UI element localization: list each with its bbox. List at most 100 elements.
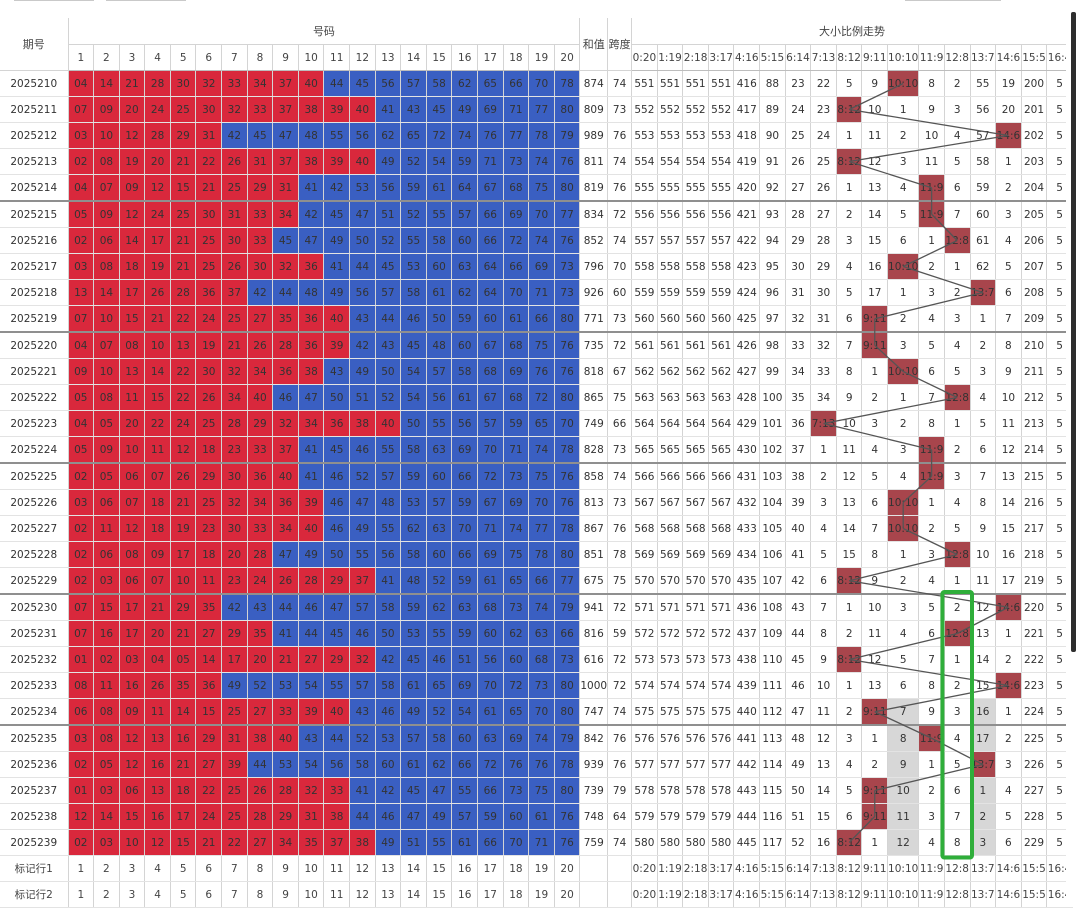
marker-ratio-cell[interactable]: 1:19	[657, 881, 684, 908]
marker-number-cell[interactable]: 5	[170, 881, 197, 908]
ratio-column-header: 11:9	[918, 44, 945, 71]
trend-cell: 433	[733, 515, 761, 542]
marker-ratio-cell[interactable]: 14:6	[995, 881, 1022, 908]
toolbar-button-2[interactable]	[106, 0, 186, 1]
marker-number-cell[interactable]: 1	[68, 881, 95, 908]
marker-number-cell[interactable]: 15	[426, 855, 453, 882]
marker-number-cell[interactable]: 14	[400, 855, 427, 882]
marker-number-cell[interactable]: 18	[503, 881, 530, 908]
marker-ratio-cell[interactable]: 13:7	[970, 855, 997, 882]
marker-ratio-cell[interactable]: 9:11	[861, 855, 889, 882]
marker-ratio-cell[interactable]: 0:20	[631, 881, 658, 908]
marker-ratio-cell[interactable]: 3:17	[708, 855, 735, 882]
toolbar-button-1[interactable]	[14, 0, 94, 1]
drawn-number-ball: 36	[323, 410, 351, 437]
marker-ratio-cell[interactable]: 4:16	[733, 881, 761, 908]
marker-number-cell[interactable]: 15	[426, 881, 453, 908]
marker-number-cell[interactable]: 6	[195, 881, 223, 908]
trend-cell: 3	[918, 279, 945, 306]
marker-ratio-cell[interactable]: 0:20	[631, 855, 658, 882]
marker-number-cell[interactable]: 1	[68, 855, 95, 882]
marker-number-cell[interactable]: 11	[323, 881, 351, 908]
marker-ratio-cell[interactable]: 12:8	[944, 855, 971, 882]
marker-ratio-cell[interactable]: 8:12	[836, 855, 863, 882]
marker-number-cell[interactable]: 2	[93, 855, 120, 882]
marker-ratio-cell[interactable]: 5:15	[759, 881, 786, 908]
marker-number-cell[interactable]: 13	[375, 855, 402, 882]
marker-ratio-cell[interactable]: 10:10	[887, 855, 920, 882]
marker-number-cell[interactable]: 3	[119, 855, 146, 882]
marker-ratio-cell[interactable]: 9:11	[861, 881, 889, 908]
drawn-number-ball: 21	[170, 751, 197, 778]
marker-ratio-cell[interactable]: 7:13	[810, 881, 837, 908]
marker-ratio-cell[interactable]: 15:5	[1021, 855, 1048, 882]
marker-ratio-cell[interactable]: 11:9	[918, 881, 945, 908]
scrollbar-thumb[interactable]	[1071, 12, 1076, 652]
marker-ratio-cell[interactable]: 8:12	[836, 881, 863, 908]
marker-number-cell[interactable]: 11	[323, 855, 351, 882]
marker-ratio-cell[interactable]: 3:17	[708, 881, 735, 908]
trend-cell: 3	[944, 698, 971, 726]
marker-number-cell[interactable]: 19	[528, 881, 555, 908]
marker-number-cell[interactable]: 8	[247, 881, 274, 908]
marker-number-cell[interactable]: 19	[528, 855, 555, 882]
marker-number-cell[interactable]: 20	[554, 881, 581, 908]
marker-number-cell[interactable]: 16	[451, 881, 478, 908]
marker-number-cell[interactable]: 9	[272, 855, 299, 882]
marker-number-cell[interactable]: 20	[554, 855, 581, 882]
marker-ratio-cell[interactable]: 13:7	[970, 881, 997, 908]
marker-number-cell[interactable]: 6	[195, 855, 223, 882]
trend-cell: 440	[733, 698, 761, 726]
marker-ratio-cell[interactable]: 6:14	[785, 881, 812, 908]
marker-number-cell[interactable]: 2	[93, 881, 120, 908]
marker-ratio-cell[interactable]: 10:10	[887, 881, 920, 908]
marker-number-cell[interactable]: 17	[477, 855, 504, 882]
marker-ratio-cell[interactable]: 15:5	[1021, 881, 1048, 908]
marker-number-cell[interactable]: 7	[221, 855, 248, 882]
trend-cell: 2	[887, 122, 920, 149]
drawn-number-ball: 06	[119, 567, 146, 595]
marker-number-cell[interactable]: 13	[375, 881, 402, 908]
marker-number-cell[interactable]: 17	[477, 881, 504, 908]
marker-ratio-cell[interactable]: 5:15	[759, 855, 786, 882]
drawn-number-ball: 14	[93, 279, 120, 306]
marker-ratio-cell[interactable]: 1:19	[657, 855, 684, 882]
marker-number-cell[interactable]: 14	[400, 881, 427, 908]
marker-number-cell[interactable]: 8	[247, 855, 274, 882]
marker-ratio-cell[interactable]: 2:18	[682, 881, 709, 908]
column-header-trend: 大小比例走势	[631, 18, 1073, 45]
marker-ratio-cell[interactable]: 2:18	[682, 855, 709, 882]
marker-ratio-cell[interactable]: 7:13	[810, 855, 837, 882]
marker-number-cell[interactable]: 9	[272, 881, 299, 908]
marker-number-cell[interactable]: 4	[144, 881, 171, 908]
marker-number-cell[interactable]: 18	[503, 855, 530, 882]
drawn-number-ball: 72	[503, 672, 530, 699]
marker-ratio-cell[interactable]: 6:14	[785, 855, 812, 882]
marker-number-cell[interactable]: 12	[349, 855, 376, 882]
trend-cell: 2	[918, 515, 945, 542]
marker-ratio-cell[interactable]: 14:6	[995, 855, 1022, 882]
marker-number-cell[interactable]: 7	[221, 881, 248, 908]
marker-number-cell[interactable]: 12	[349, 881, 376, 908]
drawn-number-ball: 12	[170, 436, 197, 464]
drawn-number-ball: 02	[68, 227, 95, 254]
drawn-number-ball: 47	[426, 777, 453, 804]
drawn-number-ball: 28	[144, 70, 171, 97]
trend-cell: 1	[887, 279, 920, 306]
marker-number-cell[interactable]: 5	[170, 855, 197, 882]
sum-cell: 939	[579, 751, 609, 778]
marker-number-cell[interactable]: 10	[298, 855, 325, 882]
trend-cell: 13	[810, 751, 837, 778]
marker-number-cell[interactable]: 10	[298, 881, 325, 908]
marker-ratio-cell[interactable]: 4:16	[733, 855, 761, 882]
table-row: 2025236 02 05 12 16 21 27 39 44 53 54 56 58 60 61 62 66 7…	[0, 751, 1073, 778]
marker-number-cell[interactable]: 4	[144, 855, 171, 882]
marker-ratio-cell[interactable]: 12:8	[944, 881, 971, 908]
drawn-number-ball: 60	[503, 803, 530, 830]
toolbar-button-3[interactable]	[905, 0, 1001, 1]
marker-row-2[interactable]: 标记行2 1 2 3 4 5 6 7 8 9 10 11 12 13 14 15 16 17 18 19 20 0:20 1…	[0, 881, 1073, 908]
marker-row-1[interactable]: 标记行1 1 2 3 4 5 6 7 8 9 10 11 12 13 14 15 16 17 18 19 20 0:20 1…	[0, 855, 1073, 882]
marker-number-cell[interactable]: 16	[451, 855, 478, 882]
marker-number-cell[interactable]: 3	[119, 881, 146, 908]
marker-ratio-cell[interactable]: 11:9	[918, 855, 945, 882]
